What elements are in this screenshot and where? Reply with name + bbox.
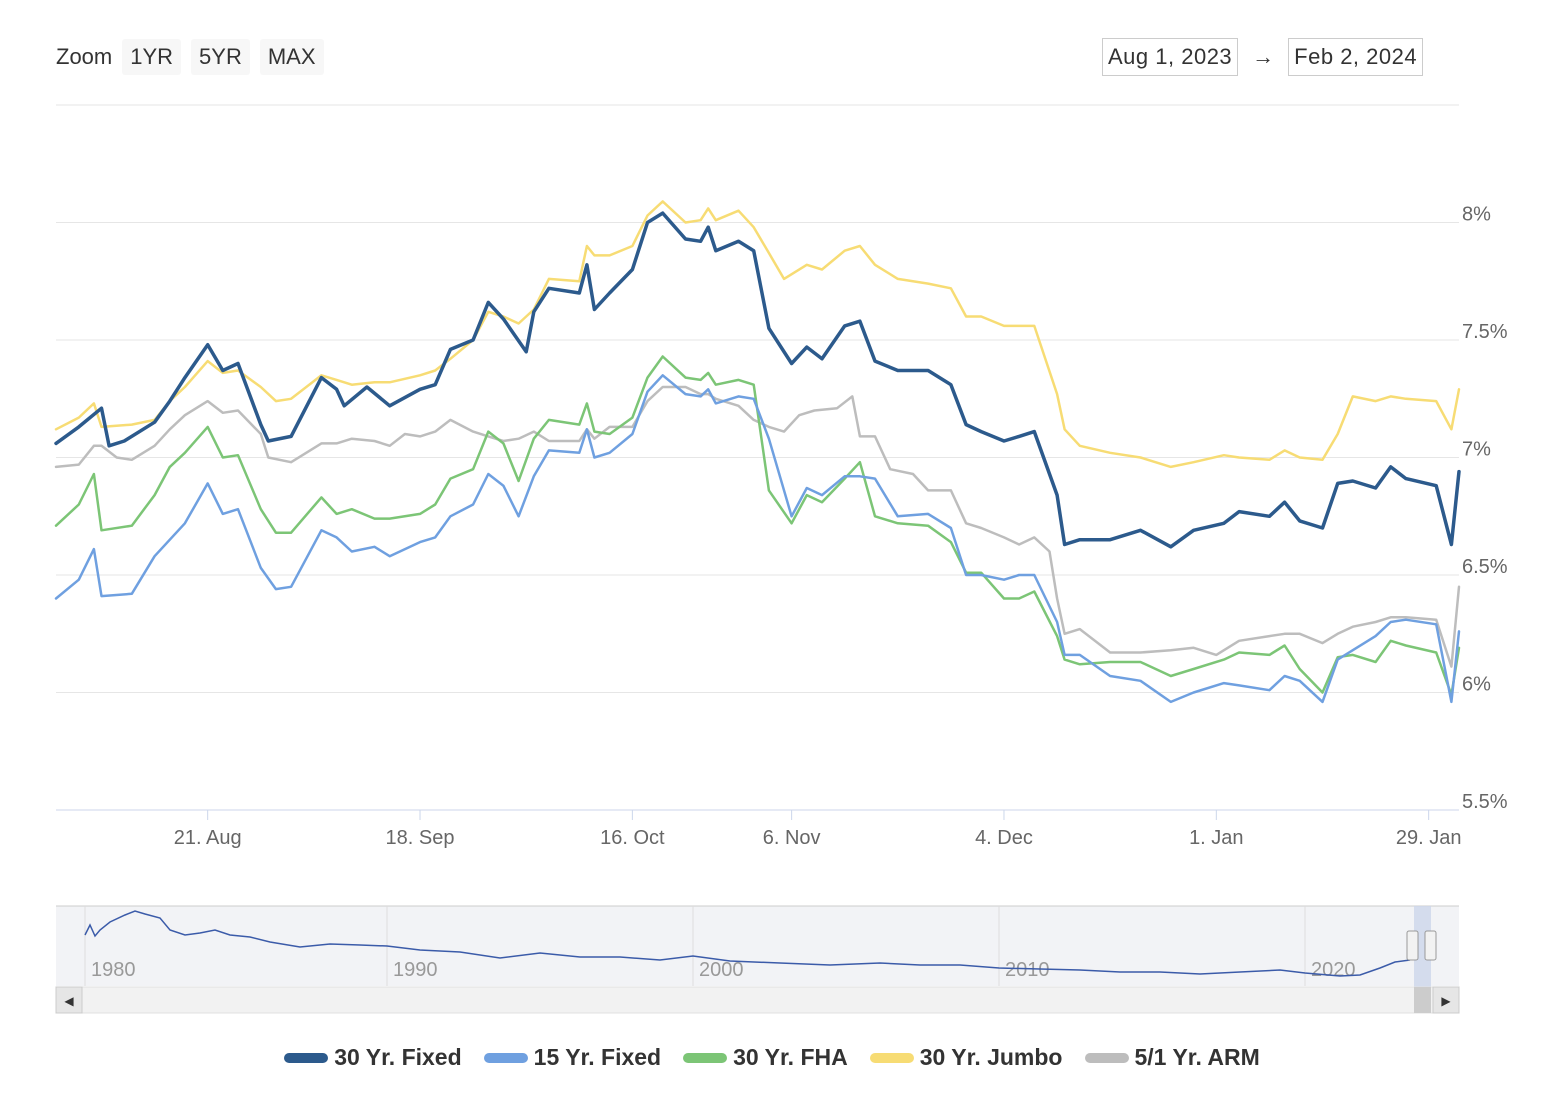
navigator-handle-left [1406, 930, 1419, 961]
zoom-1yr-button[interactable]: 1YR [122, 39, 182, 75]
zoom-bar: Zoom 1YR 5YR MAX [56, 36, 334, 78]
legend-swatch [1084, 1052, 1129, 1063]
scrollbar-right-button [1432, 986, 1460, 1014]
legend-swatch [683, 1052, 728, 1063]
legend-swatch [869, 1052, 914, 1063]
navigator[interactable]: 1980 1990 2000 2010 2020 ◀ ▶ [55, 905, 1460, 1014]
y-tick-label: 6.5% [1462, 556, 1508, 578]
x-tick-label: 16. Oct [600, 827, 665, 849]
legend-item-30yr-fha[interactable]: 30 Yr. FHA [683, 1044, 848, 1071]
navigator-handle-right [1424, 930, 1437, 961]
x-tick-label: 4. Dec [975, 827, 1033, 849]
navigator-year-label: 1980 [91, 959, 136, 981]
scrollbar-track [55, 986, 1460, 1014]
series-line-30-yr-fha [54, 355, 1461, 697]
x-axis: 21. Aug 18. Sep 16. Oct 6. Nov 4. Dec 1. Jan 2… [56, 809, 1462, 849]
date-range: Aug 1, 2023 → Feb 2, 2024 [1102, 36, 1424, 78]
zoom-max-button[interactable]: MAX [259, 39, 324, 75]
y-tick-label: 6% [1462, 674, 1491, 696]
x-tick-label: 6. Nov [763, 827, 821, 849]
scrollbar-left-button [55, 986, 83, 1014]
x-tick-label: 1. Jan [1189, 827, 1243, 849]
legend-swatch [483, 1052, 528, 1063]
range-from-input[interactable]: Aug 1, 2023 [1102, 38, 1239, 76]
navigator-year-label: 2010 [1005, 959, 1050, 981]
scroll-left-arrow-icon: ◀ [64, 994, 74, 1008]
y-tick-label: 7.5% [1462, 321, 1508, 343]
series-line-15-yr-fixed [54, 374, 1461, 704]
legend-label: 30 Yr. Jumbo [919, 1044, 1063, 1070]
navigator-history-line [84, 910, 1411, 977]
y-tick-label: 5.5% [1462, 791, 1508, 813]
range-arrow: → [1252, 44, 1275, 69]
series-line-30-yr-fixed [54, 211, 1461, 549]
series-lines [54, 200, 1461, 704]
zoom-label: Zoom [56, 44, 113, 69]
series-line-5-1-yr-arm [54, 385, 1461, 668]
series-line-30-yr-jumbo [54, 200, 1461, 469]
scroll-right-arrow-icon: ▶ [1441, 994, 1451, 1008]
x-tick-label: 29. Jan [1396, 827, 1462, 849]
x-tick-label: 18. Sep [386, 827, 455, 849]
navigator-year-label: 1990 [393, 959, 438, 981]
legend-item-30yr-jumbo[interactable]: 30 Yr. Jumbo [869, 1044, 1063, 1071]
zoom-5yr-button[interactable]: 5YR [191, 39, 250, 75]
legend-item-51yr-arm[interactable]: 5/1 Yr. ARM [1084, 1044, 1260, 1071]
legend-swatch [284, 1052, 329, 1063]
scrollbar-thumb [1414, 987, 1431, 1013]
x-tick-label: 21. Aug [174, 827, 242, 849]
y-tick-label: 7% [1462, 439, 1491, 461]
range-to-input[interactable]: Feb 2, 2024 [1288, 38, 1424, 76]
navigator-year-label: 2000 [699, 959, 744, 981]
legend-label: 30 Yr. Fixed [334, 1044, 462, 1070]
legend-label: 15 Yr. Fixed [533, 1044, 662, 1070]
navigator-background [56, 906, 1459, 986]
y-tick-label: 8% [1462, 204, 1491, 226]
legend: 30 Yr. Fixed 15 Yr. Fixed 30 Yr. FHA 30 … [0, 1044, 1544, 1071]
legend-item-30yr-fixed[interactable]: 30 Yr. Fixed [284, 1044, 462, 1071]
legend-label: 30 Yr. FHA [733, 1044, 848, 1070]
y-axis: 5.5% 6% 6.5% 7% 7.5% 8% [1462, 204, 1508, 814]
legend-label: 5/1 Yr. ARM [1134, 1044, 1260, 1070]
legend-item-15yr-fixed[interactable]: 15 Yr. Fixed [483, 1044, 662, 1071]
navigator-year-label: 2020 [1311, 959, 1356, 981]
